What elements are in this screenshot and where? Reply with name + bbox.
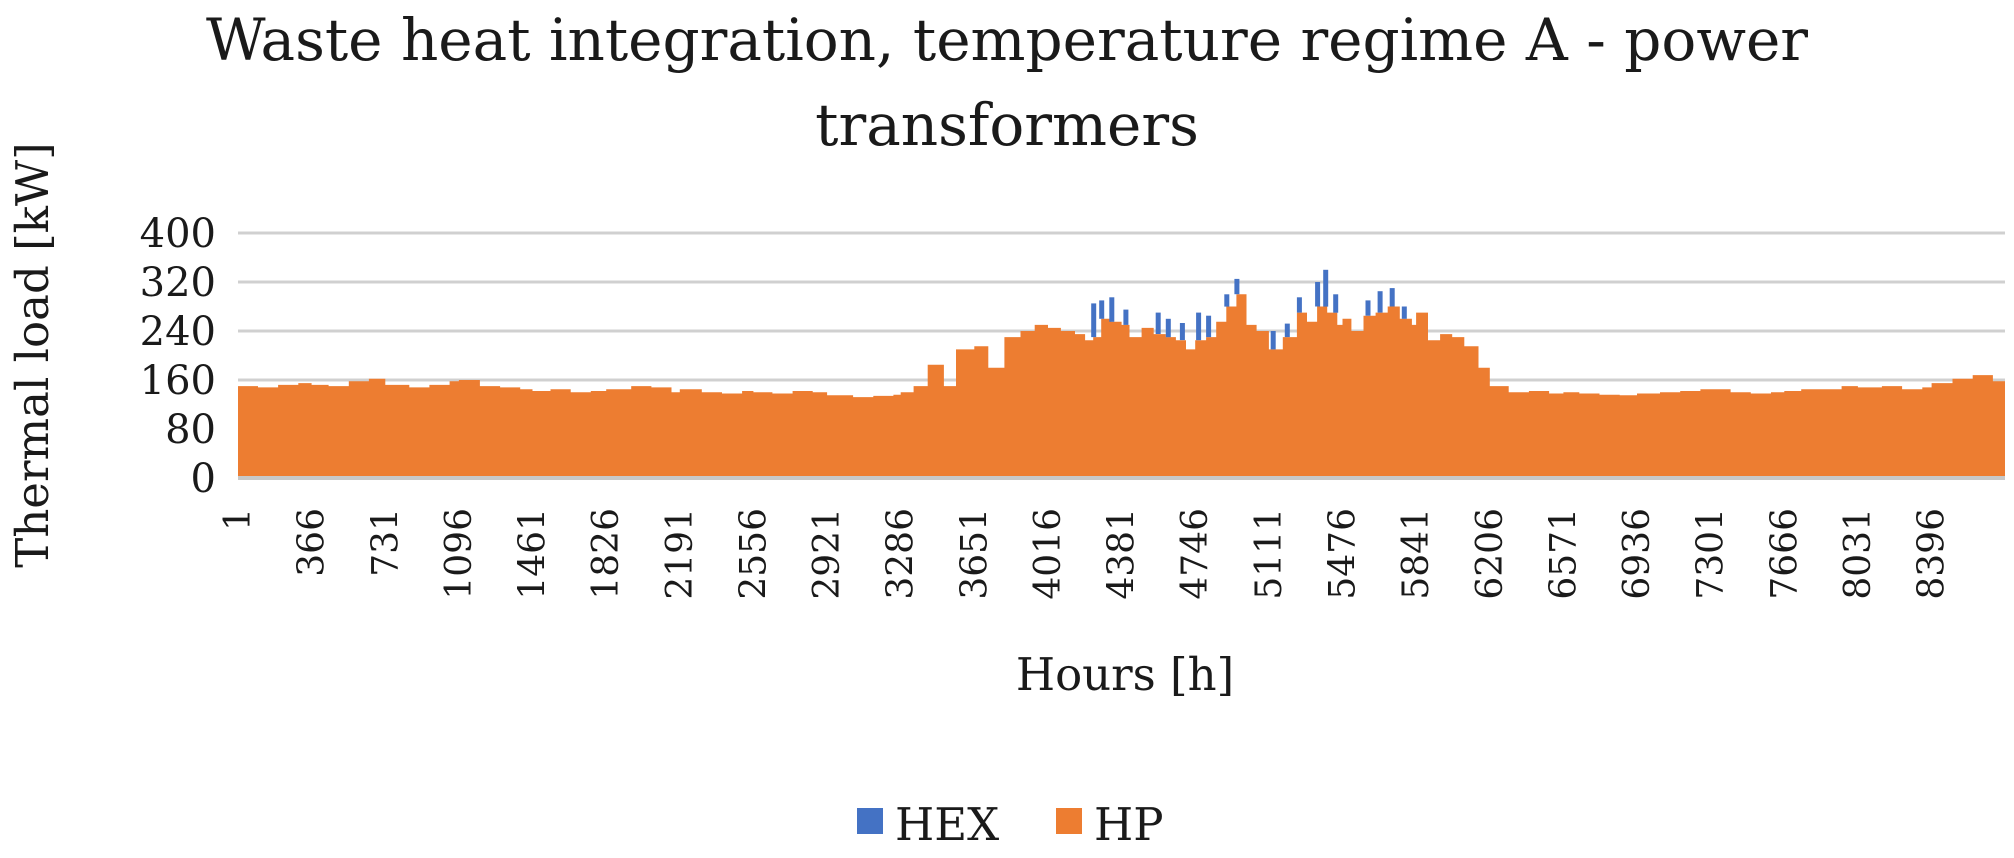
- hex-bar: [1323, 269, 1329, 307]
- x-tick-label-2921: 2921: [807, 508, 848, 600]
- x-tick-label-5841: 5841: [1396, 508, 1437, 600]
- x-tick-label-4381: 4381: [1102, 508, 1143, 600]
- x-tick-label-731: 731: [365, 508, 406, 577]
- series-hp-bars: [238, 294, 2005, 478]
- chart-title: Waste heat integration, temperature regi…: [206, 6, 1808, 159]
- x-tick-label-3286: 3286: [881, 508, 922, 600]
- x-tick-label-6206: 6206: [1470, 508, 1511, 600]
- x-tick-label-5111: 5111: [1249, 508, 1290, 600]
- y-tick-label-400: 400: [140, 211, 216, 257]
- hex-bar: [1284, 323, 1290, 338]
- legend-swatch-hex: [857, 808, 883, 834]
- chart-title-line-1: Waste heat integration, temperature regi…: [206, 6, 1808, 74]
- x-tick-label-8396: 8396: [1912, 508, 1953, 600]
- hex-bar: [1165, 318, 1171, 338]
- hex-bar: [1377, 291, 1383, 313]
- hex-bar: [1179, 323, 1185, 341]
- x-axis-label: Hours [h]: [1016, 648, 1234, 701]
- x-tick-label-3651: 3651: [954, 508, 995, 600]
- y-tick-label-160: 160: [140, 358, 216, 404]
- hex-bar: [1091, 303, 1097, 338]
- hex-bar: [1296, 297, 1302, 313]
- legend-label-hex: HEX: [895, 798, 999, 851]
- hex-bar: [1389, 288, 1395, 307]
- hex-bar: [1270, 331, 1276, 350]
- hex-bar: [1315, 282, 1321, 307]
- y-tick-label-80: 80: [165, 407, 216, 453]
- hex-bar: [1196, 312, 1202, 341]
- x-tick-label-1096: 1096: [439, 508, 480, 600]
- hex-bar: [1109, 297, 1115, 322]
- y-tick-label-320: 320: [140, 260, 216, 306]
- y-tick-label-240: 240: [140, 309, 216, 355]
- hex-bar: [1155, 312, 1161, 334]
- hex-bar: [1224, 294, 1230, 307]
- x-tick-label-8031: 8031: [1838, 508, 1879, 600]
- x-tick-label-4016: 4016: [1028, 508, 1069, 600]
- legend: HEX HP: [857, 798, 1164, 851]
- x-tick-label-6936: 6936: [1617, 508, 1658, 600]
- x-tick-label-7301: 7301: [1691, 508, 1732, 600]
- x-tick-label-1: 1: [218, 508, 259, 531]
- legend-label-hp: HP: [1094, 798, 1164, 851]
- x-tick-label-7666: 7666: [1764, 508, 1805, 600]
- hex-bar: [1401, 306, 1407, 319]
- hex-bar: [1234, 278, 1240, 295]
- x-tick-label-1461: 1461: [513, 508, 554, 600]
- x-tick-label-2556: 2556: [733, 508, 774, 600]
- hex-bar: [1123, 309, 1129, 325]
- x-tick-label-6571: 6571: [1543, 508, 1584, 600]
- legend-swatch-hp: [1056, 808, 1082, 834]
- hex-bar: [1099, 300, 1105, 319]
- plot-area: [238, 269, 2005, 478]
- chart-title-line-2: transformers: [815, 91, 1199, 159]
- x-tick-label-2191: 2191: [660, 508, 701, 600]
- x-tick-label-366: 366: [292, 508, 333, 577]
- hex-bar: [1333, 294, 1339, 313]
- x-tick-label-4746: 4746: [1175, 508, 1216, 600]
- x-tick-labels: 1 366 731 1096 1461 1826 2191 2556 2921 3286 3651 4…: [218, 508, 1953, 600]
- y-axis-label: Thermal load [kW]: [6, 142, 59, 567]
- y-tick-label-0: 0: [191, 456, 216, 502]
- x-tick-label-1826: 1826: [586, 508, 627, 600]
- hex-bar: [1206, 315, 1212, 338]
- hex-bar: [1365, 300, 1371, 316]
- x-tick-label-5476: 5476: [1323, 508, 1364, 600]
